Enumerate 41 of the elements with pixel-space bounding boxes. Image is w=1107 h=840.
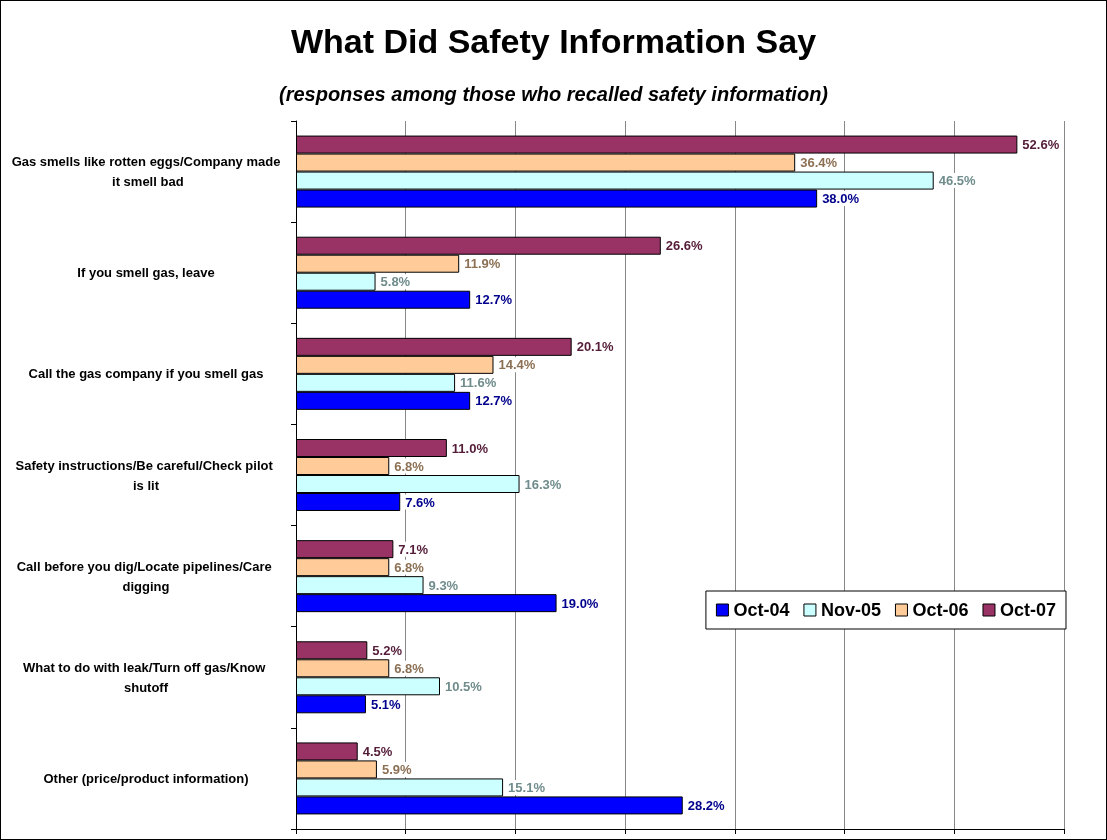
y-tick-label: Gas smells like rotten eggs/Company made it smell bad — [11, 154, 281, 190]
data-label: 26.6% — [665, 238, 704, 254]
legend-label: Nov-05 — [820, 600, 881, 620]
chart-subtitle: (responses among those who recalled safety information) — [278, 83, 829, 105]
data-label: 46.5% — [938, 173, 977, 189]
data-label: 7.1% — [398, 541, 429, 557]
data-label: 15.1% — [508, 779, 546, 795]
data-label: 5.1% — [370, 696, 402, 712]
legend-label: Oct-06 — [912, 600, 969, 620]
legend-label: Oct-07 — [999, 600, 1057, 620]
data-label: 12.7% — [475, 292, 513, 308]
data-label: 14.4% — [498, 357, 536, 373]
data-label: 9.3% — [428, 577, 459, 593]
y-tick-label: Safety instructions/Be careful/Check pilot is lit — [15, 457, 277, 493]
y-tick-label: Call before you dig/Locate pipelines/Care digging — [16, 558, 276, 594]
data-label: 20.1% — [576, 339, 614, 355]
data-label: 16.3% — [524, 476, 562, 492]
data-label: 36.4% — [800, 155, 838, 171]
data-label: 11.6% — [460, 375, 497, 391]
y-tick-label: Call the gas company if you smell gas — [28, 366, 264, 382]
data-label: 11.0% — [451, 440, 489, 456]
data-label: 4.5% — [362, 743, 393, 759]
data-label: 19.0% — [561, 595, 599, 611]
data-label: 6.8% — [394, 559, 425, 575]
data-label: 28.2% — [687, 797, 726, 813]
data-label: 5.8% — [380, 274, 411, 290]
y-tick-label: What to do with leak/Turn off gas/Know shutoff — [22, 659, 270, 695]
data-label: 52.6% — [1022, 137, 1060, 153]
data-label: 6.8% — [394, 458, 425, 474]
chart-title: What Did Safety Information Say — [290, 22, 817, 60]
y-tick-label: If you smell gas, leave — [77, 265, 215, 281]
data-label: 11.9% — [464, 256, 501, 272]
y-tick-label: Other (price/product information) — [43, 770, 249, 786]
legend-label: Oct-04 — [733, 600, 790, 620]
data-label: 6.8% — [394, 660, 425, 676]
data-label: 7.6% — [405, 494, 436, 510]
data-label: 5.9% — [381, 761, 412, 777]
data-label: 12.7% — [475, 393, 513, 409]
data-label: 38.0% — [822, 191, 860, 207]
data-label: 10.5% — [445, 678, 483, 694]
data-label: 5.2% — [372, 642, 403, 658]
